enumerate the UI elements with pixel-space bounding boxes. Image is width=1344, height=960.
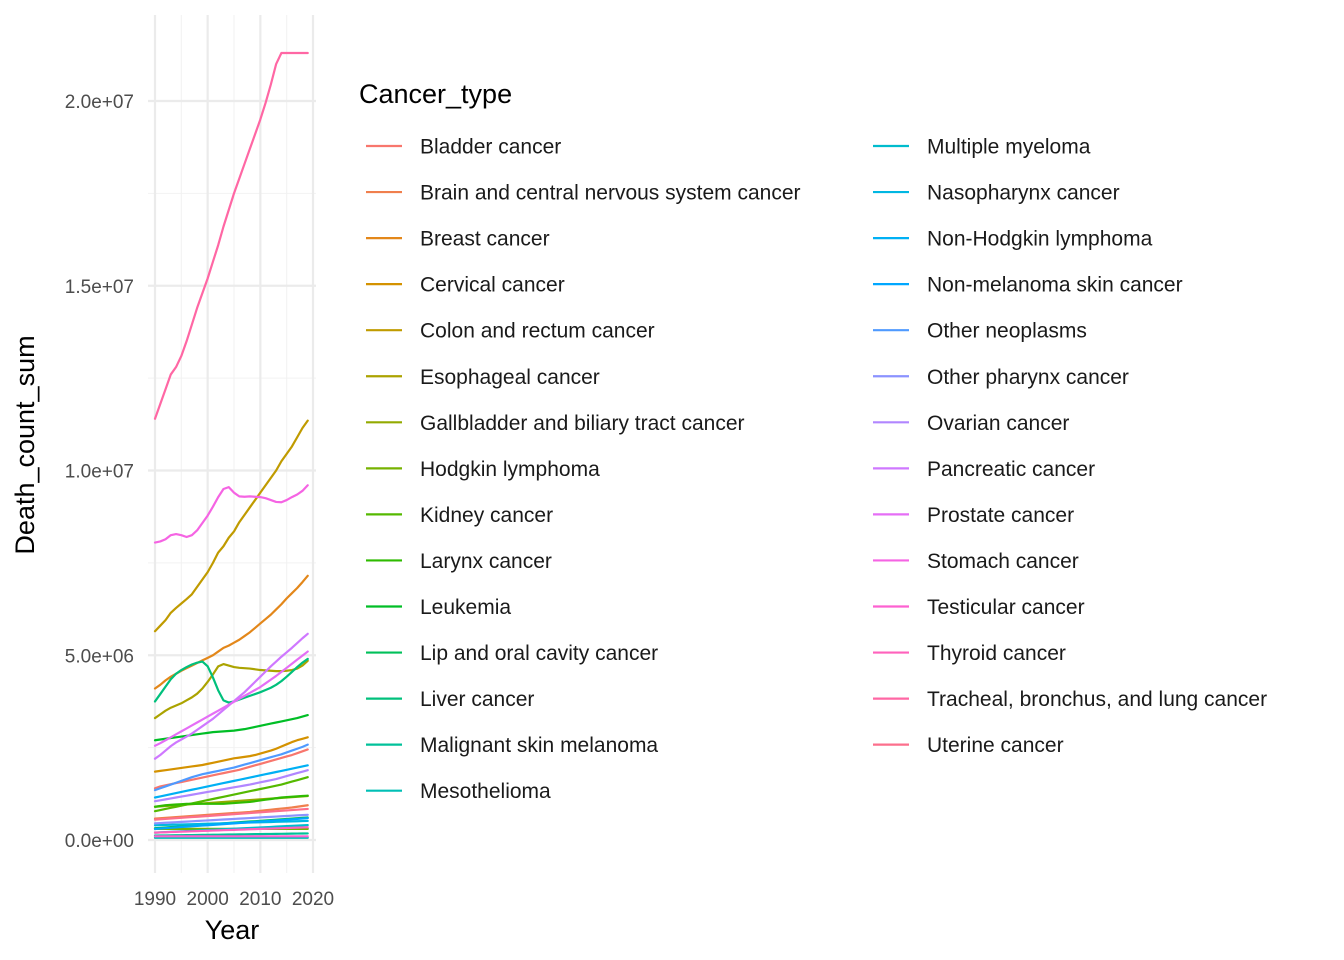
legend-label: Cervical cancer xyxy=(420,274,565,297)
x-tick-label: 2010 xyxy=(239,889,281,910)
series-line-non-melanoma-skin-cancer xyxy=(153,817,309,831)
legend-item: Other pharynx cancer xyxy=(873,366,1129,389)
legend-item: Larynx cancer xyxy=(366,550,552,573)
legend-item: Liver cancer xyxy=(366,688,534,711)
legend-item: Multiple myeloma xyxy=(873,136,1091,159)
series-line-colon-and-rectum-cancer xyxy=(153,419,309,633)
legend-label: Lip and oral cavity cancer xyxy=(420,642,658,665)
series-line-cervical-cancer xyxy=(153,736,309,773)
legend-label: Prostate cancer xyxy=(927,504,1074,527)
legend-label: Colon and rectum cancer xyxy=(420,320,655,343)
legend-label: Testicular cancer xyxy=(927,596,1085,619)
legend-label: Breast cancer xyxy=(420,228,550,251)
legend-label: Ovarian cancer xyxy=(927,412,1069,435)
legend: Cancer_type Bladder cancer Brain and cent… xyxy=(359,79,1267,803)
legend-item: Stomach cancer xyxy=(873,550,1079,573)
legend-item: Uterine cancer xyxy=(873,734,1064,757)
legend-item: Ovarian cancer xyxy=(873,412,1069,435)
series-line-non-hodgkin-lymphoma xyxy=(153,764,309,799)
legend-label: Multiple myeloma xyxy=(927,136,1091,159)
legend-item: Malignant skin melanoma xyxy=(366,734,658,757)
legend-label: Non-Hodgkin lymphoma xyxy=(927,228,1153,251)
legend-item: Non-Hodgkin lymphoma xyxy=(873,228,1153,251)
legend-item: Nasopharynx cancer xyxy=(873,182,1120,205)
series-line-larynx-cancer xyxy=(153,794,309,808)
legend-item: Prostate cancer xyxy=(873,504,1074,527)
legend-item: Lip and oral cavity cancer xyxy=(366,642,658,665)
series-line-other-pharynx-cancer xyxy=(153,813,309,825)
legend-label: Bladder cancer xyxy=(420,136,561,159)
legend-item: Testicular cancer xyxy=(873,596,1085,619)
legend-item: Gallbladder and biliary tract cancer xyxy=(366,412,745,435)
legend-item: Non-melanoma skin cancer xyxy=(873,274,1183,297)
series-line-pancreatic-cancer xyxy=(153,632,309,760)
axis-layer: Year Death_count_sum 1990 2000 2010 2020 0.0… xyxy=(10,92,334,945)
legend-item: Esophageal cancer xyxy=(366,366,600,389)
series-line-other-neoplasms xyxy=(153,743,309,792)
legend-item: Colon and rectum cancer xyxy=(366,320,655,343)
legend-item: Pancreatic cancer xyxy=(873,458,1095,481)
y-tick-label: 2.0e+07 xyxy=(65,92,134,113)
legend-title: Cancer_type xyxy=(359,79,512,109)
legend-label: Other neoplasms xyxy=(927,320,1087,343)
grid-layer xyxy=(148,15,316,873)
legend-label: Larynx cancer xyxy=(420,550,552,573)
legend-label: Uterine cancer xyxy=(927,734,1064,757)
y-tick-label: 0.0e+00 xyxy=(65,831,134,852)
legend-label: Mesothelioma xyxy=(420,780,551,803)
y-tick-label: 1.0e+07 xyxy=(65,462,134,483)
series-line-uterine-cancer xyxy=(153,807,309,821)
legend-label: Leukemia xyxy=(420,596,511,619)
legend-label: Non-melanoma skin cancer xyxy=(927,274,1183,297)
legend-label: Malignant skin melanoma xyxy=(420,734,658,757)
legend-item: Breast cancer xyxy=(366,228,550,251)
legend-label: Kidney cancer xyxy=(420,504,553,527)
legend-item: Kidney cancer xyxy=(366,504,553,527)
legend-label: Tracheal, bronchus, and lung cancer xyxy=(927,688,1267,711)
legend-label: Thyroid cancer xyxy=(927,642,1066,665)
legend-label: Liver cancer xyxy=(420,688,534,711)
series-line-kidney-cancer xyxy=(153,776,309,813)
y-tick-label: 5.0e+06 xyxy=(65,646,134,667)
y-tick-label: 1.5e+07 xyxy=(65,277,134,298)
series-line-ovarian-cancer xyxy=(153,769,309,803)
x-axis-title: Year xyxy=(205,915,260,945)
series-line-stomach-cancer xyxy=(153,484,309,544)
legend-label: Esophageal cancer xyxy=(420,366,600,389)
legend-label: Stomach cancer xyxy=(927,550,1079,573)
legend-item: Other neoplasms xyxy=(873,320,1087,343)
legend-label: Hodgkin lymphoma xyxy=(420,458,600,481)
x-tick-label: 2000 xyxy=(187,889,229,910)
legend-label: Pancreatic cancer xyxy=(927,458,1095,481)
x-tick-label: 2020 xyxy=(292,889,334,910)
legend-item: Bladder cancer xyxy=(366,136,561,159)
legend-label: Other pharynx cancer xyxy=(927,366,1129,389)
legend-item: Brain and central nervous system cancer xyxy=(366,182,801,205)
legend-item: Cervical cancer xyxy=(366,274,565,297)
legend-item: Tracheal, bronchus, and lung cancer xyxy=(873,688,1267,711)
legend-item: Thyroid cancer xyxy=(873,642,1066,665)
series-line-thyroid-cancer xyxy=(153,826,309,834)
legend-label: Gallbladder and biliary tract cancer xyxy=(420,412,745,435)
series-line-prostate-cancer xyxy=(153,650,309,747)
series-line-tracheal-bronchus-and-lung-cancer xyxy=(153,51,309,420)
series-layer xyxy=(153,51,309,839)
x-tick-label: 1990 xyxy=(134,889,176,910)
legend-label: Nasopharynx cancer xyxy=(927,182,1120,205)
legend-label: Brain and central nervous system cancer xyxy=(420,182,801,205)
series-line-leukemia xyxy=(153,714,309,742)
y-axis-title: Death_count_sum xyxy=(10,335,40,554)
legend-item: Mesothelioma xyxy=(366,780,551,803)
legend-item: Hodgkin lymphoma xyxy=(366,458,600,481)
legend-item: Leukemia xyxy=(366,596,511,619)
